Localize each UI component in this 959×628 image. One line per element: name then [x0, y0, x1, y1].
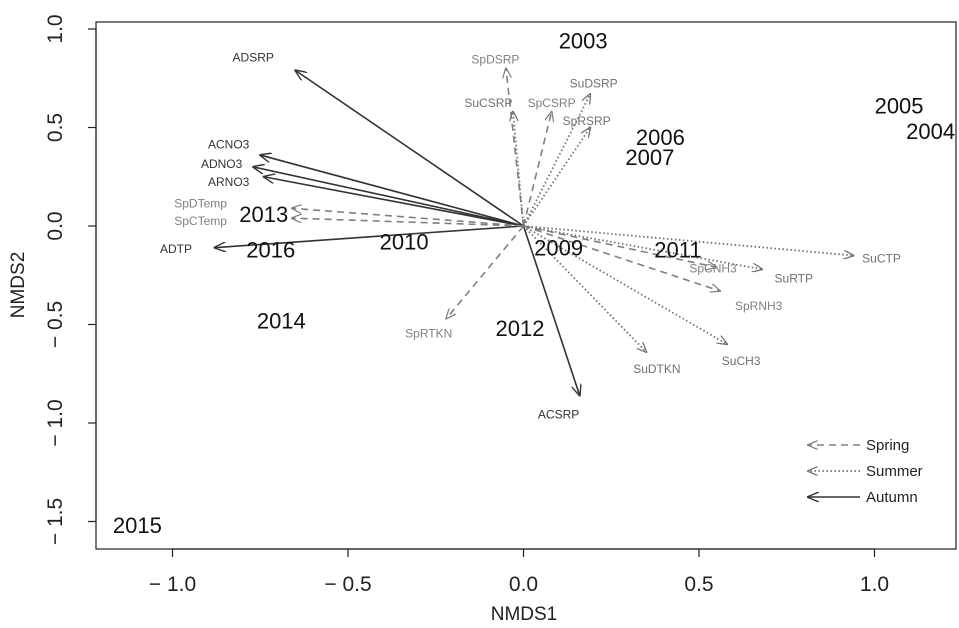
vector-label-spdtemp: SpDTemp	[174, 197, 227, 211]
vector-label-spdsrp: SpDSRP	[471, 53, 519, 67]
vector-label-surtp: SuRTP	[775, 271, 813, 285]
x-axis: − 1.0 − 0.5 0.0 0.5 1.0	[149, 548, 889, 596]
x-tick-label: − 0.5	[324, 573, 371, 596]
vector-label-adsrp: ADSRP	[233, 51, 274, 65]
legend: Spring Summer Autumn	[808, 437, 923, 506]
vector-label-sprsrp: SpRSRP	[563, 114, 611, 128]
vector-label-spcsrp: SpCSRP	[528, 96, 576, 110]
vector-spcsrp	[522, 112, 552, 227]
vector-sudsrp	[522, 94, 591, 227]
year-label-2009: 2009	[534, 235, 583, 260]
vector-sprnh3	[523, 225, 721, 291]
vector-label-sudsrp: SuDSRP	[570, 76, 618, 90]
y-tick-label: 0.5	[44, 113, 67, 142]
x-tick-label: 0.5	[684, 573, 713, 596]
vector-adtp	[215, 225, 524, 248]
x-tick-label: 1.0	[860, 573, 889, 596]
vector-acno3	[260, 155, 524, 227]
vector-surtp	[523, 225, 763, 269]
vector-spdtemp	[292, 208, 524, 227]
vector-acsrp	[522, 225, 580, 395]
vector-label-adtp: ADTP	[160, 242, 192, 256]
vector-sucsrp	[513, 112, 525, 227]
year-label-2004: 2004	[906, 119, 955, 144]
loading-vectors: ADSRP ACNO3 ADNO3 ARNO3 ADTP ACSRP SpDSRP SpCSR…	[160, 51, 901, 422]
x-tick-label: 0.0	[509, 573, 538, 596]
legend-spring-label: Spring	[866, 437, 909, 454]
vector-label-spctemp: SpCTemp	[174, 214, 227, 228]
y-tick-label: − 0.5	[44, 301, 67, 348]
vector-sprsrp	[522, 128, 591, 227]
year-label-2016: 2016	[246, 237, 295, 262]
y-axis: 1.0 0.5 0.0 − 0.5 − 1.0 − 1.5	[44, 14, 97, 545]
vector-label-spcnh3: SpCNH3	[689, 262, 737, 276]
plot-frame	[95, 21, 957, 550]
year-label-2011: 2011	[654, 237, 701, 262]
vector-spctemp	[292, 218, 524, 227]
vector-adno3	[253, 167, 524, 227]
y-tick-label: − 1.0	[44, 399, 67, 446]
year-label-2005: 2005	[875, 94, 924, 119]
vector-label-acsrp: ACSRP	[538, 407, 579, 421]
year-label-2003: 2003	[559, 29, 608, 54]
vector-label-sucsrp: SuCSRP	[464, 96, 512, 110]
vector-label-adno3: ADNO3	[201, 157, 243, 171]
y-tick-label: − 1.5	[44, 498, 67, 545]
vector-such3	[523, 225, 728, 344]
y-tick-label: 1.0	[44, 14, 67, 43]
year-label-2007: 2007	[625, 145, 674, 170]
vector-label-sudtkn: SuDTKN	[633, 362, 680, 376]
vector-label-acno3: ACNO3	[208, 137, 250, 151]
vector-spdsrp	[506, 68, 525, 227]
year-label-2012: 2012	[496, 316, 545, 341]
year-label-2006: 2006	[636, 125, 685, 150]
vector-suctp	[523, 225, 854, 256]
x-axis-title: NMDS1	[491, 604, 558, 625]
year-label-2010: 2010	[380, 230, 429, 255]
vector-spcnh3	[523, 225, 717, 267]
vector-label-sprtkn: SpRTKN	[405, 327, 452, 341]
legend-summer-label: Summer	[866, 463, 923, 480]
vector-arno3	[264, 177, 524, 227]
vector-label-suctp: SuCTP	[862, 252, 901, 266]
legend-autumn-label: Autumn	[866, 489, 918, 506]
x-tick-label: − 1.0	[149, 573, 196, 596]
year-label-2014: 2014	[257, 308, 306, 333]
y-axis-title: NMDS2	[8, 252, 29, 319]
vector-sudtkn	[522, 225, 647, 352]
y-tick-label: 0.0	[44, 211, 67, 240]
vector-adsrp	[295, 70, 524, 227]
vector-label-sprnh3: SpRNH3	[735, 299, 783, 313]
vector-label-such3: SuCH3	[722, 354, 761, 368]
vector-label-arno3: ARNO3	[208, 175, 250, 189]
year-label-2013: 2013	[239, 202, 288, 227]
year-label-2015: 2015	[113, 513, 162, 538]
vector-sprtkn	[446, 225, 525, 319]
